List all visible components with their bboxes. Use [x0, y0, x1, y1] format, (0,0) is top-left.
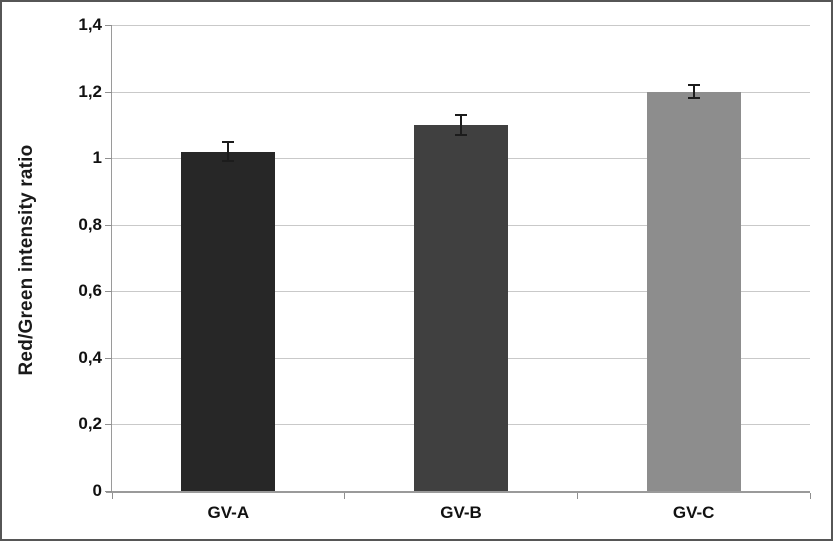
- bar-gv-b: [414, 124, 508, 491]
- error-bar-line: [227, 141, 230, 162]
- error-bar-cap-bottom: [222, 160, 235, 163]
- y-tick-label: 1: [92, 148, 102, 168]
- error-bar-cap-top: [687, 83, 700, 86]
- error-bar-cap-top: [222, 140, 235, 143]
- y-axis-tick: [105, 291, 112, 293]
- x-axis-tick: [809, 493, 811, 499]
- y-axis-tick: [105, 357, 112, 359]
- y-tick-label: 0,8: [78, 214, 102, 234]
- y-axis-tick: [105, 424, 112, 426]
- y-axis-tick: [105, 224, 112, 226]
- x-axis-tick: [111, 493, 113, 499]
- y-axis-tick: [105, 91, 112, 93]
- x-axis-line: [106, 491, 810, 493]
- gridline: [112, 25, 810, 26]
- y-tick-label: 1,4: [78, 15, 102, 34]
- error-bar-cap-bottom: [455, 133, 467, 136]
- y-tick-label: 0: [92, 481, 102, 500]
- bar-gv-a: [181, 151, 276, 491]
- x-category-label: GV-A: [207, 503, 250, 522]
- y-axis-tick: [105, 158, 112, 160]
- x-axis-tick: [576, 493, 578, 499]
- x-axis-tick: [344, 493, 346, 499]
- y-axis-tick: [105, 491, 112, 492]
- bar-gv-c: [646, 91, 741, 491]
- y-axis-line: [111, 25, 112, 491]
- y-tick-label: 0,2: [78, 414, 102, 434]
- x-category-label: GV-B: [440, 503, 482, 522]
- y-axis-tick: [105, 25, 112, 26]
- error-bar-cap-top: [455, 113, 467, 116]
- error-bar-line: [692, 84, 695, 99]
- error-bar-line: [460, 114, 462, 135]
- x-category-label: GV-C: [672, 503, 715, 522]
- y-axis-title: Red/Green intensity ratio: [16, 144, 37, 376]
- y-tick-label: 0,4: [78, 347, 102, 367]
- plot-area: [105, 25, 811, 499]
- gridline: [112, 91, 810, 93]
- error-bar-cap-bottom: [687, 97, 700, 100]
- y-tick-label: 1,2: [78, 81, 102, 101]
- y-tick-label: 0,6: [78, 281, 102, 301]
